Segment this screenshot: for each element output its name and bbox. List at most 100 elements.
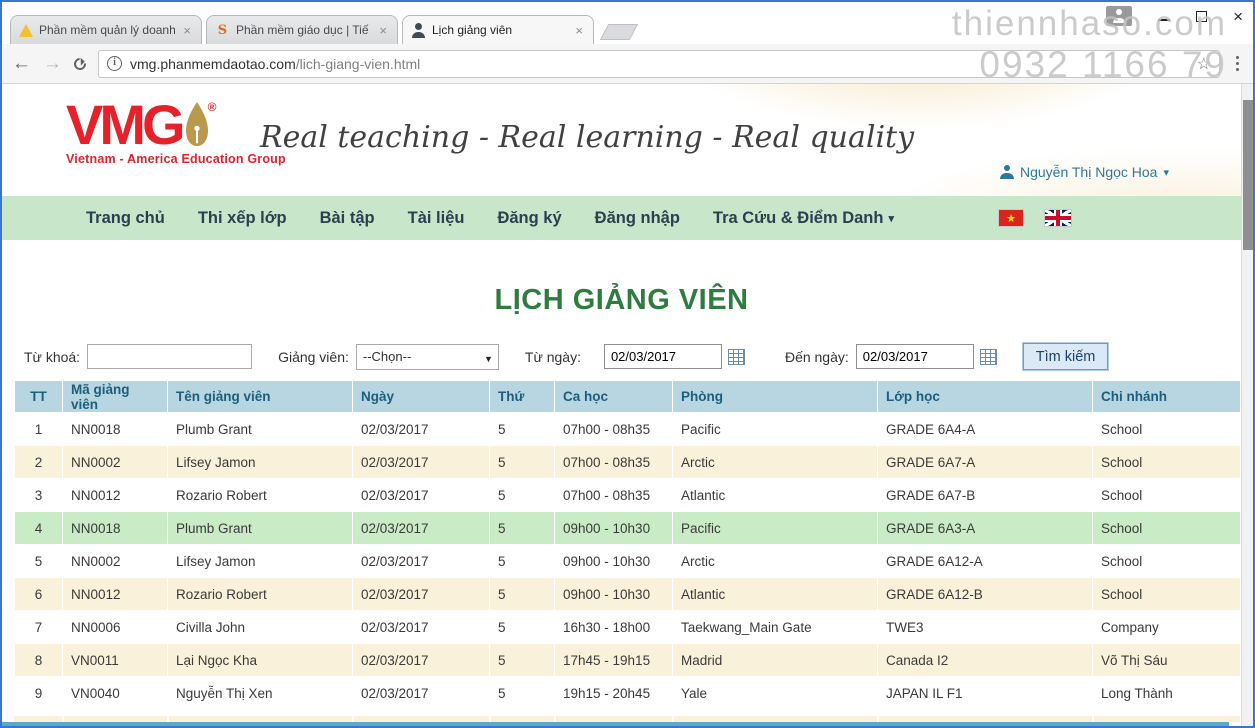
column-header-ma-giang-vien: Mã giảng viên xyxy=(62,380,168,413)
cell-ma-giang-vien: NN0012 xyxy=(62,478,168,512)
cell-lop-hoc: JAPAN IL F1 xyxy=(877,676,1093,710)
teacher-select[interactable]: --Chọn-- ▼ xyxy=(355,343,499,370)
tab-close-icon[interactable]: × xyxy=(379,22,387,38)
cell-ngay: 02/03/2017 xyxy=(352,643,490,677)
minimize-button[interactable] xyxy=(1158,19,1171,21)
cell-ca-hoc: 07h00 - 08h35 xyxy=(554,412,673,446)
cell-chi-nhanh: Company xyxy=(1092,610,1241,644)
orange-swirl-icon: S xyxy=(217,22,228,38)
browser-tab[interactable]: S Phần mềm giáo dục | Tiế × xyxy=(206,15,398,44)
browser-tab[interactable]: Phần mềm quản lý doanh × xyxy=(10,15,202,44)
forward-icon[interactable]: → xyxy=(43,53,62,74)
cell-thu: 5 xyxy=(489,577,555,611)
column-header-chi-nhanh: Chi nhánh xyxy=(1092,380,1241,413)
nav-item-5[interactable]: Đăng ký xyxy=(497,209,561,228)
nav-item-label: Đăng ký xyxy=(497,208,562,227)
cell-ngay: 02/03/2017 xyxy=(352,610,490,644)
tab-close-icon[interactable]: × xyxy=(183,22,191,38)
nav-item-6[interactable]: Đăng nhập xyxy=(595,209,680,228)
vmg-logo[interactable]: VMG ® Vietnam - America Education Group xyxy=(66,93,286,167)
new-tab-button[interactable] xyxy=(599,24,639,40)
cell-ca-hoc: 16h30 - 18h00 xyxy=(554,610,673,644)
back-icon[interactable]: ← xyxy=(12,53,31,74)
browser-tab[interactable]: Lịch giảng viên × xyxy=(402,15,594,44)
cell-lop-hoc: TWE3 xyxy=(877,610,1093,644)
cell-ma-giang-vien: NN0018 xyxy=(62,412,168,446)
logo-text: VMG xyxy=(66,93,186,156)
cell-lop-hoc: Canada I2 xyxy=(877,643,1093,677)
table-row: 7 NN0006 Civilla John 02/03/2017 5 16h30 - 18… xyxy=(14,610,1241,644)
cell-ngay: 02/03/2017 xyxy=(352,478,490,512)
cell-thu: 5 xyxy=(489,445,555,479)
to-date-input[interactable] xyxy=(855,344,974,369)
cell-tt: 1 xyxy=(14,412,63,446)
cell-ngay: 02/03/2017 xyxy=(352,544,490,578)
keyword-input[interactable] xyxy=(87,344,253,369)
logo-subtitle: Vietnam - America Education Group xyxy=(66,152,286,166)
nav-item-label: Tra Cứu & Điểm Danh xyxy=(712,208,884,227)
cell-ten-giang-vien: Civilla John xyxy=(167,610,353,644)
bottom-bar xyxy=(2,722,1229,726)
tab-close-icon[interactable]: × xyxy=(575,22,583,38)
cell-chi-nhanh: School xyxy=(1092,445,1241,479)
reload-icon[interactable] xyxy=(71,55,89,72)
calendar-icon[interactable] xyxy=(727,348,745,365)
cell-thu: 5 xyxy=(489,412,555,446)
page-info-icon[interactable]: i xyxy=(107,56,122,71)
select-caret-icon: ▼ xyxy=(483,353,493,364)
cell-tt: 4 xyxy=(14,511,63,545)
search-button[interactable]: Tìm kiếm xyxy=(1022,343,1109,370)
nav-item-label: Bài tập xyxy=(319,208,375,227)
column-header-ngay: Ngày xyxy=(352,380,490,413)
schedule-table-body: 1 NN0018 Plumb Grant 02/03/2017 5 07h00 - 08h… xyxy=(14,412,1241,710)
vietnam-flag-icon[interactable]: ★ xyxy=(999,210,1023,226)
web-page: VMG ® Vietnam - America Education Group … xyxy=(2,84,1253,726)
column-header-lop-hoc: Lớp học xyxy=(877,380,1093,413)
language-switcher: ★ xyxy=(999,210,1071,226)
browser-profile-avatar-icon[interactable] xyxy=(1106,6,1133,26)
cell-ngay: 02/03/2017 xyxy=(352,412,490,446)
maximize-button[interactable] xyxy=(1196,10,1208,22)
cell-phong: Taekwang_Main Gate xyxy=(672,610,878,644)
cell-chi-nhanh: School xyxy=(1092,577,1241,611)
cell-phong: Arctic xyxy=(672,445,878,479)
scrollbar-thumb[interactable] xyxy=(1243,100,1253,250)
nav-item-4[interactable]: Tài liệu xyxy=(408,209,465,228)
page-scrollbar[interactable] xyxy=(1241,84,1253,726)
cell-thu: 5 xyxy=(489,643,555,677)
cell-ma-giang-vien: NN0018 xyxy=(62,511,168,545)
close-window-button[interactable]: × xyxy=(1233,6,1243,26)
column-header-phong: Phòng xyxy=(672,380,878,413)
from-date-input[interactable] xyxy=(603,344,722,369)
nav-item-label: Trang chủ xyxy=(86,208,165,227)
nav-item-label: Tài liệu xyxy=(407,208,465,227)
cell-lop-hoc: GRADE 6A12-B xyxy=(877,577,1093,611)
nav-item-3[interactable]: Bài tập xyxy=(320,209,375,228)
url-host: vmg.phanmemdaotao.com xyxy=(130,55,296,72)
tab-title: Lịch giảng viên xyxy=(432,23,513,37)
cell-phong: Pacific xyxy=(672,511,878,545)
user-menu[interactable]: Nguyễn Thị Ngọc Hoa ▾ xyxy=(999,164,1169,180)
cell-ngay: 02/03/2017 xyxy=(352,676,490,710)
cell-ten-giang-vien: Rozario Robert xyxy=(167,478,353,512)
cell-tt: 9 xyxy=(14,676,63,710)
browser-menu-icon[interactable] xyxy=(1232,56,1243,71)
cell-ca-hoc: 09h00 - 10h30 xyxy=(554,577,673,611)
cell-ca-hoc: 07h00 - 08h35 xyxy=(554,445,673,479)
bookmark-star-icon[interactable]: ☆ xyxy=(1196,55,1211,73)
column-header-tt: TT xyxy=(14,380,63,413)
address-bar[interactable]: i vmg.phanmemdaotao.com/lich-giang-vien.… xyxy=(98,49,1220,78)
nav-item-2[interactable]: Thi xếp lớp xyxy=(198,209,287,228)
cell-tt: 5 xyxy=(14,544,63,578)
nav-item-1[interactable]: Trang chủ xyxy=(86,209,165,228)
chevron-down-icon: ▾ xyxy=(1163,166,1169,179)
nav-item-7[interactable]: Tra Cứu & Điểm Danh ▾ xyxy=(713,209,894,228)
cell-ten-giang-vien: Rozario Robert xyxy=(167,577,353,611)
uk-flag-icon[interactable] xyxy=(1045,210,1071,226)
cell-lop-hoc: GRADE 6A3-A xyxy=(877,511,1093,545)
nav-item-label: Đăng nhập xyxy=(594,208,680,227)
cell-thu: 5 xyxy=(489,676,555,710)
calendar-icon[interactable] xyxy=(979,348,997,365)
keyword-label: Từ khoá: xyxy=(24,348,81,365)
